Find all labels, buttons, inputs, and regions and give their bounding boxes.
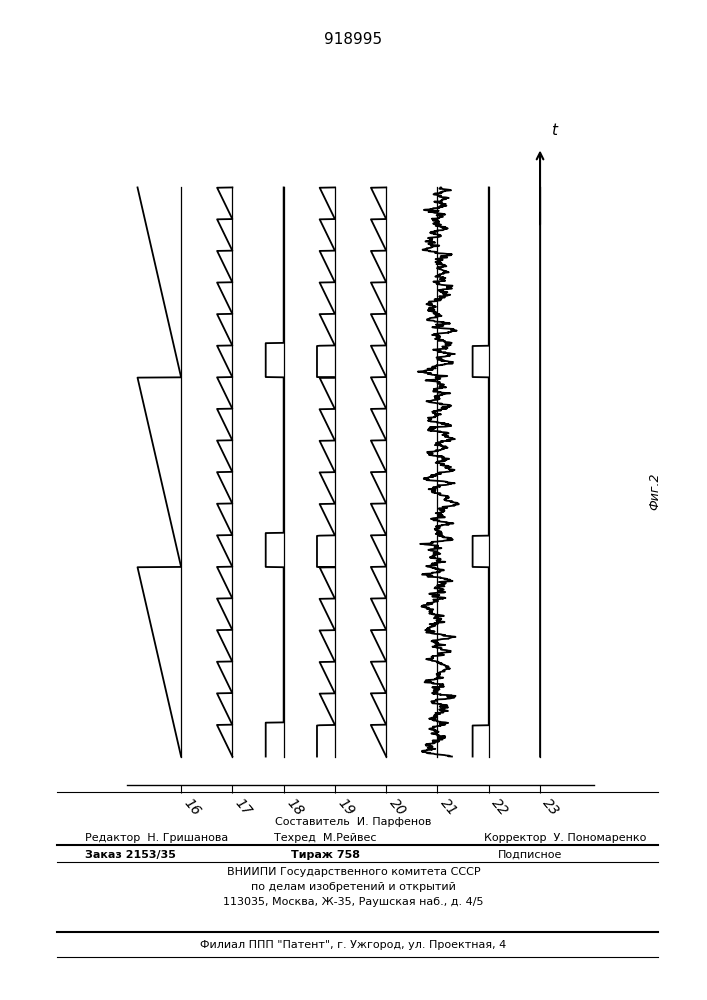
Text: по делам изобретений и открытий: по делам изобретений и открытий [251, 882, 456, 892]
Text: Редактор  Н. Гришанова: Редактор Н. Гришанова [85, 833, 228, 843]
Text: Составитель  И. Парфенов: Составитель И. Парфенов [275, 817, 432, 827]
Text: Филиал ППП "Патент", г. Ужгород, ул. Проектная, 4: Филиал ППП "Патент", г. Ужгород, ул. Про… [200, 940, 507, 950]
Text: Заказ 2153/35: Заказ 2153/35 [85, 850, 176, 860]
Text: ВНИИПИ Государственного комитета СССР: ВНИИПИ Государственного комитета СССР [227, 867, 480, 877]
Text: Техред  М.Рейвес: Техред М.Рейвес [274, 833, 376, 843]
Text: Фиг.2: Фиг.2 [648, 472, 661, 510]
Text: Корректор  У. Пономаренко: Корректор У. Пономаренко [484, 833, 647, 843]
Text: Подписное: Подписное [498, 850, 563, 860]
Text: 113035, Москва, Ж-35, Раушская наб., д. 4/5: 113035, Москва, Ж-35, Раушская наб., д. … [223, 897, 484, 907]
Text: Тираж 758: Тираж 758 [291, 850, 360, 860]
Text: 918995: 918995 [325, 32, 382, 47]
Text: t: t [551, 123, 557, 138]
